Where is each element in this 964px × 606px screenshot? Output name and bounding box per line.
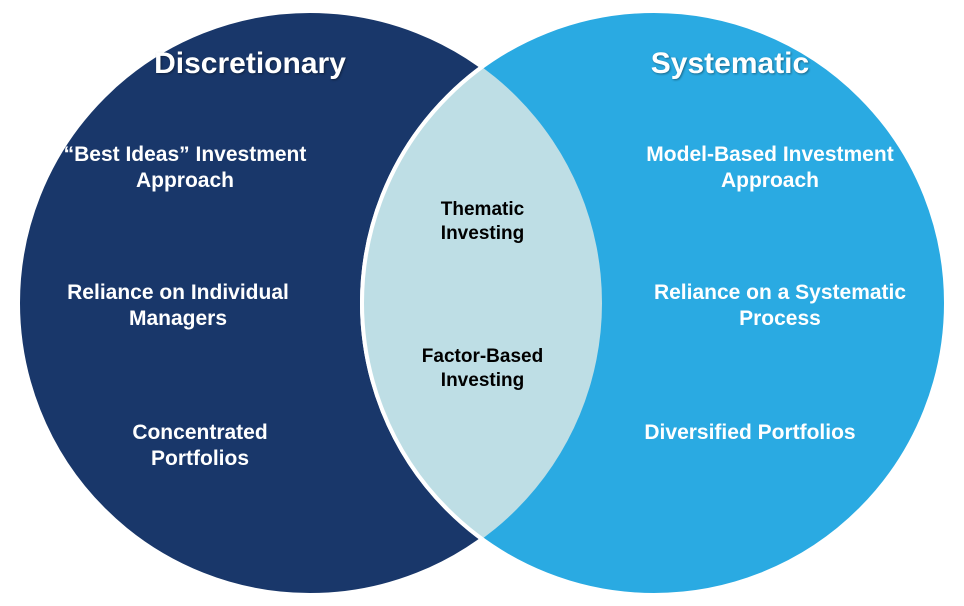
left-item-2: Reliance on Individual Managers — [48, 280, 308, 333]
center-item-1: Thematic Investing — [400, 198, 565, 246]
center-item-2: Factor-Based Investing — [400, 345, 565, 393]
right-item-1: Model-Based Investment Approach — [640, 142, 900, 195]
left-item-1: “Best Ideas” Investment Approach — [60, 142, 310, 195]
left-item-3: Concentrated Portfolios — [100, 420, 300, 473]
right-title: Systematic — [600, 45, 860, 83]
venn-diagram: Discretionary Systematic “Best Ideas” In… — [0, 0, 964, 606]
right-item-3: Diversified Portfolios — [620, 420, 880, 446]
left-title: Discretionary — [120, 45, 380, 83]
right-item-2: Reliance on a Systematic Process — [650, 280, 910, 333]
